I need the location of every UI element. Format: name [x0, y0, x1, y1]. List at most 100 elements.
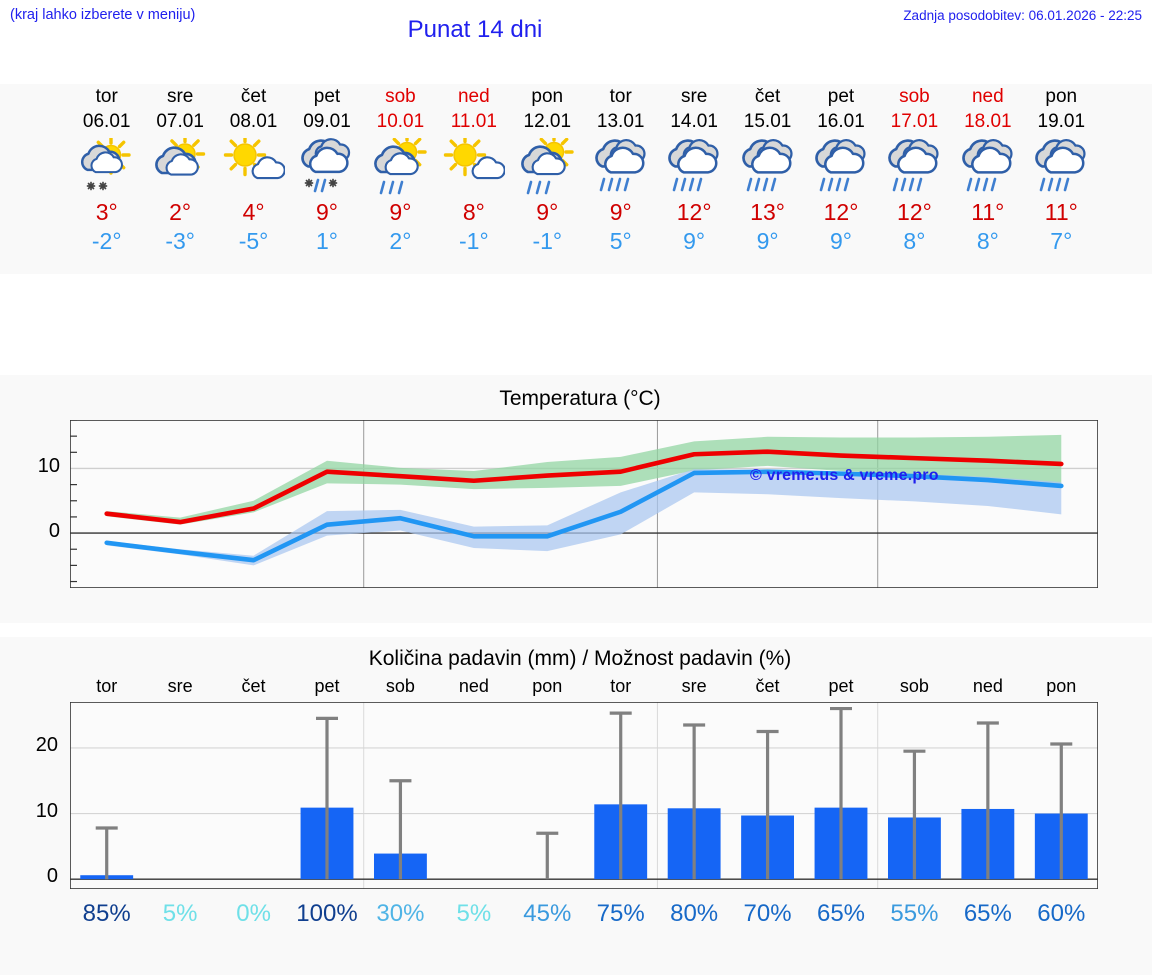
precipitation-day-label: sre — [167, 676, 193, 696]
min-temperature-label: 1° — [316, 228, 338, 254]
cloud-rain-icon — [875, 136, 953, 198]
precipitation-day-label: čet — [755, 676, 780, 696]
precipitation-day-label: sre — [681, 676, 707, 696]
day-date-label: 14.01 — [670, 111, 718, 132]
max-temperature-label: 13° — [750, 199, 785, 225]
day-date-label: 06.01 — [82, 111, 131, 132]
precipitation-probability-label: 75% — [596, 900, 645, 927]
day-date-label: 09.01 — [303, 111, 351, 132]
cloud-rain-icon — [1022, 136, 1100, 198]
precipitation-chart-title: Količina padavin (mm) / Možnost padavin … — [368, 647, 792, 670]
forecast-day-column[interactable]: ned 11.01 8° -1° — [435, 84, 513, 256]
sun-small-cloud-icon — [215, 136, 293, 198]
min-temperature-label: -5° — [238, 228, 269, 254]
day-date-label: 08.01 — [229, 111, 278, 132]
forecast-day-column[interactable]: tor 06.01 3° -2° — [68, 84, 146, 256]
precipitation-axis-tick: 0 — [46, 865, 58, 888]
day-date-label: 11.01 — [450, 111, 497, 132]
day-of-week-label: sre — [166, 86, 194, 107]
sun-small-cloud-icon — [435, 136, 513, 198]
day-date-label: 10.01 — [376, 111, 425, 132]
forecast-day-column[interactable]: pon 19.01 11° 7° — [1022, 84, 1100, 256]
precipitation-probability-label: 5% — [162, 900, 198, 927]
day-date-label: 18.01 — [964, 111, 1012, 132]
precipitation-probability-label: 100% — [296, 900, 358, 927]
precipitation-probability-label: 55% — [890, 900, 939, 927]
precipitation-axis-tick: 20 — [35, 733, 58, 756]
max-temperature-label: 11° — [971, 199, 1005, 225]
sun-cloud-snow-icon — [68, 136, 146, 198]
min-temperature-label: 2° — [389, 228, 412, 254]
precipitation-day-label: tor — [96, 676, 118, 696]
forecast-day-column[interactable]: pon 12.01 9° -1° — [508, 84, 586, 256]
precipitation-day-label: sob — [385, 676, 415, 696]
precipitation-day-label: ned — [458, 676, 489, 696]
page-header: (kraj lahko izberete v meniju) Punat 14 … — [0, 0, 1152, 46]
precipitation-day-label: pon — [1046, 676, 1077, 696]
precipitation-probability-label: 30% — [376, 900, 425, 927]
precipitation-probability-label: 60% — [1037, 900, 1086, 927]
min-temperature-label: 9° — [756, 228, 779, 254]
page-title: Punat 14 dni — [407, 16, 543, 43]
cloud-rain-icon — [949, 136, 1027, 198]
forecast-day-column[interactable]: sre 14.01 12° 9° — [655, 84, 733, 256]
day-of-week-label: sob — [899, 86, 930, 107]
day-of-week-label: tor — [609, 86, 632, 107]
cloud-sleet-icon — [288, 136, 366, 198]
min-temperature-label: 9° — [683, 228, 706, 254]
max-temperature-label: 9° — [389, 199, 412, 225]
forecast-day-column[interactable]: čet 08.01 4° -5° — [215, 84, 293, 256]
day-of-week-label: pon — [531, 86, 564, 107]
day-date-label: 12.01 — [523, 111, 572, 132]
cloud-rain-icon — [655, 136, 733, 198]
precipitation-probability-label: 85% — [82, 900, 131, 927]
day-date-label: 17.01 — [890, 111, 939, 132]
min-temperature-label: -1° — [532, 228, 563, 254]
precipitation-probability-label: 0% — [236, 900, 271, 927]
cloud-rain-icon — [582, 136, 660, 198]
forecast-day-column[interactable]: pet 16.01 12° 9° — [802, 84, 880, 256]
day-of-week-label: tor — [95, 86, 118, 107]
forecast-day-column[interactable]: sob 17.01 12° 8° — [875, 84, 953, 256]
precipitation-plot — [70, 702, 1098, 889]
cloud-rain-icon — [729, 136, 807, 198]
forecast-day-column[interactable]: sre 07.01 2° -3° — [141, 84, 219, 256]
max-temperature-label: 12° — [676, 199, 712, 225]
max-temperature-label: 4° — [242, 199, 265, 225]
forecast-day-column[interactable]: čet 15.01 13° 9° — [729, 84, 807, 256]
forecast-day-column[interactable]: tor 13.01 9° 5° — [582, 84, 660, 256]
copyright-watermark: © vreme.us & vreme.pro — [750, 467, 939, 484]
sun-cloud-icon — [141, 136, 219, 198]
precipitation-probability-label: 65% — [963, 900, 1012, 927]
max-temperature-label: 11° — [1044, 199, 1078, 225]
day-date-label: 19.01 — [1037, 111, 1086, 132]
min-temperature-label: -3° — [165, 228, 195, 254]
day-of-week-label: ned — [971, 86, 1004, 107]
forecast-days-strip: tor 06.01 3° -2° sre 07.01 2° -3° čet 08.01 4° -… — [0, 84, 1152, 274]
menu-hint: (kraj lahko izberete v meniju) — [10, 7, 196, 23]
max-temperature-label: 12° — [823, 199, 859, 225]
max-temperature-label: 3° — [95, 199, 118, 225]
sun-cloud-rain-icon — [361, 136, 439, 198]
max-temperature-label: 9° — [609, 199, 632, 225]
max-temperature-label: 12° — [897, 199, 932, 225]
min-temperature-label: 7° — [1050, 228, 1073, 254]
precipitation-day-label: pon — [532, 676, 563, 696]
precipitation-day-label: tor — [610, 676, 632, 696]
max-temperature-label: 8° — [462, 199, 485, 225]
min-temperature-label: 8° — [903, 228, 926, 254]
precipitation-probability-label: 70% — [743, 900, 792, 927]
day-of-week-label: čet — [754, 86, 781, 107]
day-date-label: 13.01 — [596, 111, 645, 132]
temperature-chart-title: Temperatura (°C) — [499, 387, 661, 410]
day-of-week-label: pet — [313, 86, 341, 107]
precipitation-day-label: pet — [314, 676, 340, 696]
precipitation-probability-label: 80% — [670, 900, 719, 927]
day-of-week-label: ned — [457, 86, 490, 107]
day-of-week-label: sre — [680, 86, 708, 107]
min-temperature-label: 5° — [609, 228, 632, 254]
forecast-day-column[interactable]: ned 18.01 11° 8° — [949, 84, 1027, 256]
forecast-day-column[interactable]: pet 09.01 9° 1° — [288, 84, 366, 256]
precipitation-axis-tick: 10 — [35, 799, 58, 822]
forecast-day-column[interactable]: sob 10.01 9° 2° — [361, 84, 439, 256]
